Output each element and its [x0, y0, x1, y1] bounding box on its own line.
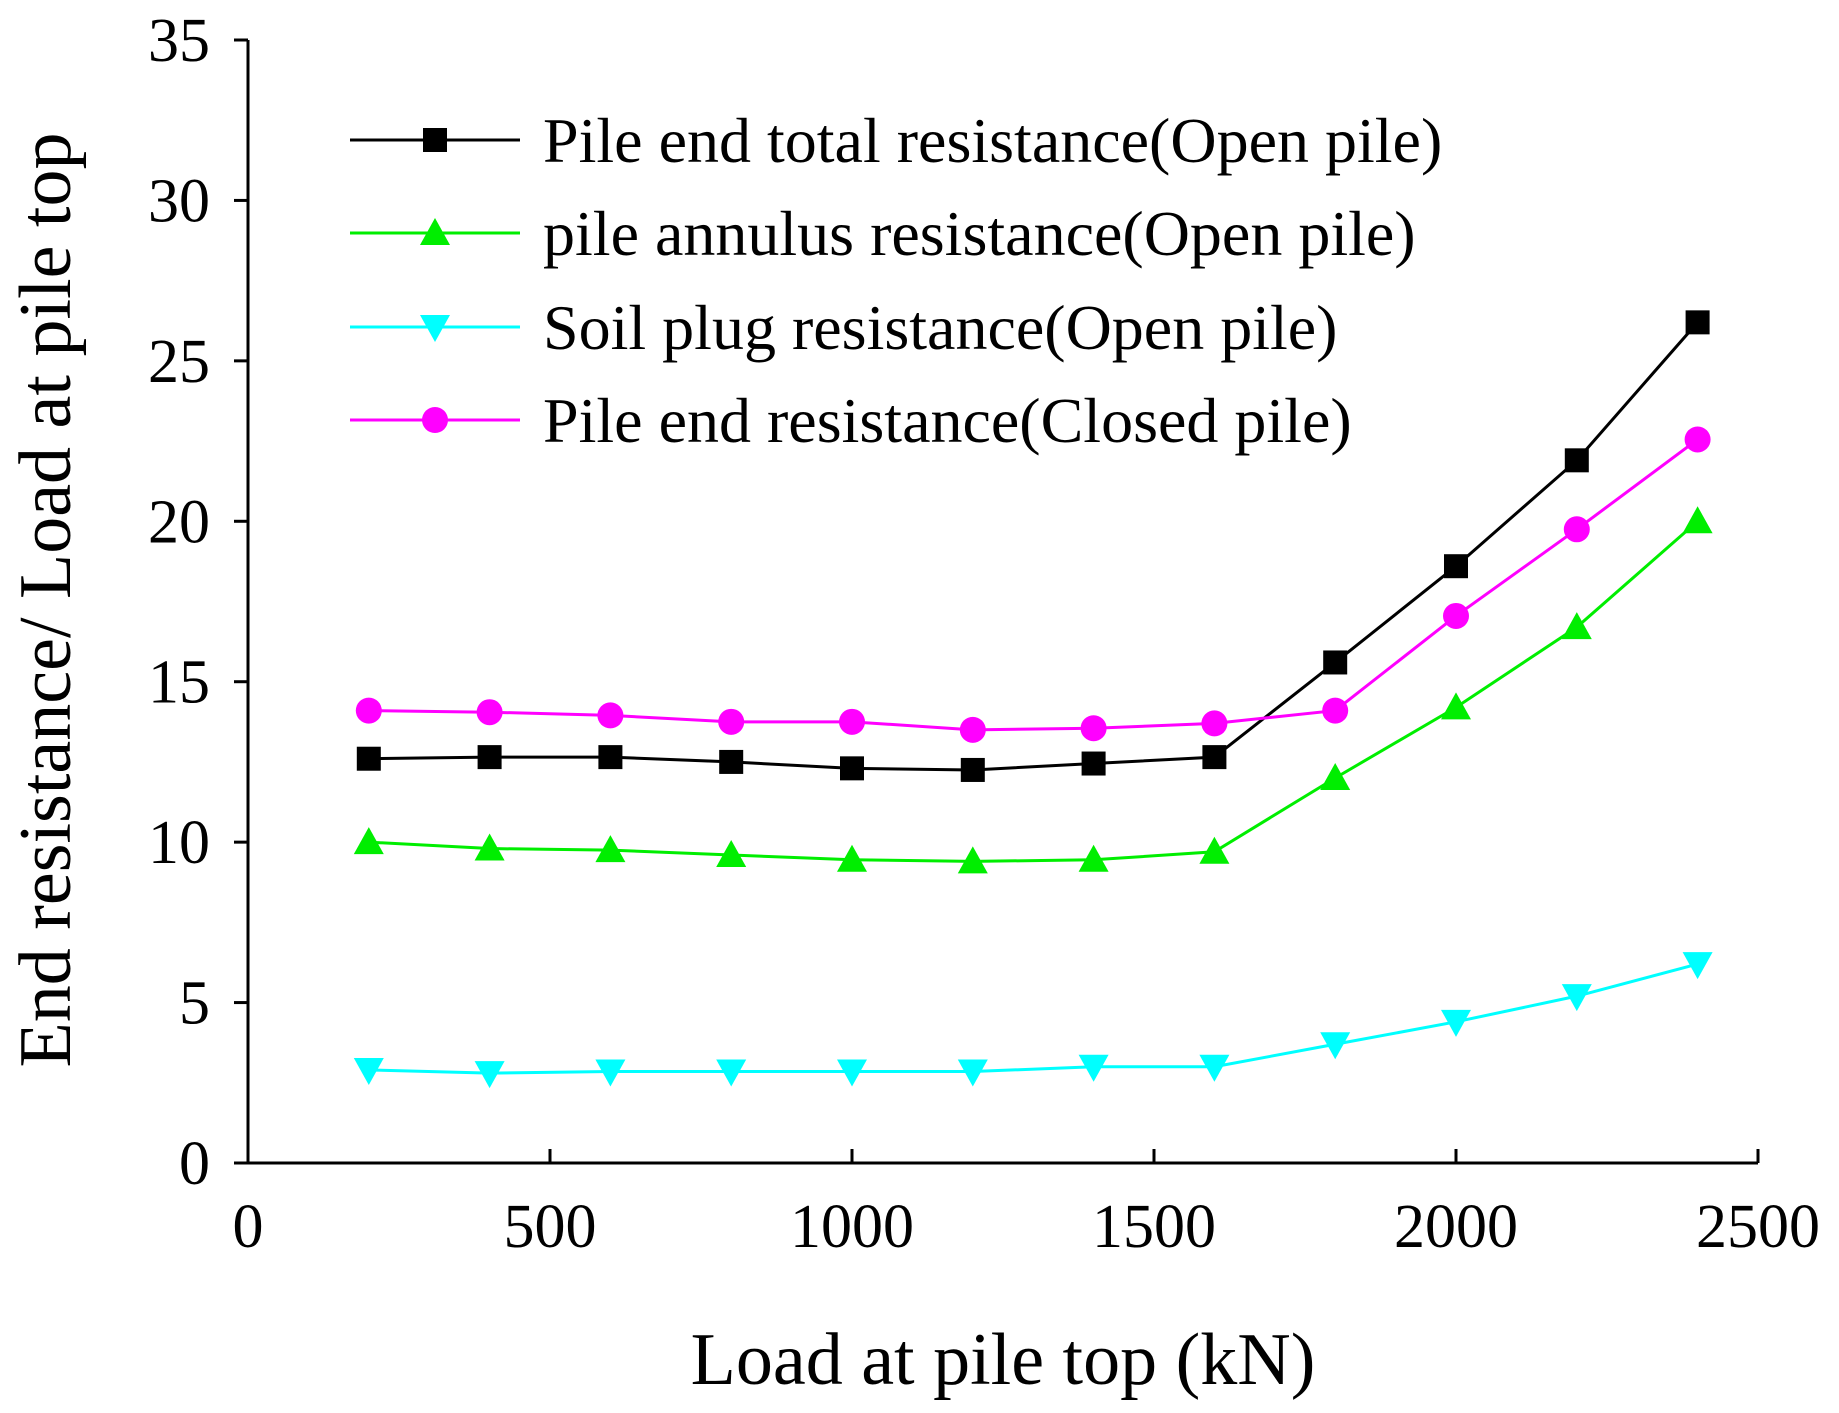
legend-marker [420, 218, 450, 245]
data-point [839, 708, 865, 735]
data-point [957, 846, 988, 874]
legend-label: Pile end total resistance(Open pile) [543, 105, 1442, 176]
data-point [1685, 310, 1710, 335]
legend-marker [420, 315, 450, 342]
series-1 [356, 310, 1710, 782]
data-point [1563, 516, 1590, 543]
data-point [595, 1059, 626, 1087]
legend-label: Pile end resistance(Closed pile) [543, 385, 1352, 456]
x-tick-label: 2500 [1696, 1193, 1820, 1261]
data-point [477, 745, 502, 770]
legend-label: pile annulus resistance(Open pile) [543, 198, 1416, 269]
data-point [959, 716, 986, 743]
series-line [368, 962, 1698, 1075]
legend: Pile end total resistance(Open pile) pile… [350, 105, 1442, 456]
x-tick-label: 1500 [1092, 1193, 1216, 1261]
data-point [1078, 1054, 1109, 1082]
data-point [356, 746, 381, 771]
data-point [1320, 1032, 1351, 1060]
legend-label: Soil plug resistance(Open pile) [543, 292, 1337, 363]
series-line [368, 438, 1699, 732]
data-point [840, 756, 864, 781]
y-tick-label: 20 [148, 488, 210, 556]
data-point [1202, 745, 1227, 770]
y-tick-label: 5 [179, 970, 210, 1038]
data-point [1199, 1054, 1230, 1082]
data-point [1320, 762, 1351, 790]
x-tick-label: 0 [233, 1193, 264, 1261]
data-point [1441, 692, 1471, 720]
y-tick-label: 0 [179, 1130, 210, 1198]
legend-item: Soil plug resistance(Open pile) [350, 292, 1337, 363]
data-point [716, 1059, 747, 1087]
data-point [598, 745, 623, 770]
data-point [837, 1059, 867, 1087]
data-point [1322, 697, 1349, 724]
series-group [353, 310, 1713, 1089]
legend-item: Pile end total resistance(Open pile) [350, 105, 1442, 176]
tick-labels: 0 500 1000 1500 2000 2500 0 5 10 15 20 25 30 35 [148, 7, 1820, 1261]
data-point [1561, 612, 1592, 640]
data-point [837, 844, 867, 872]
data-point [1682, 506, 1713, 534]
legend-marker [422, 407, 448, 433]
y-tick-label: 10 [148, 809, 210, 877]
legend-item: pile annulus resistance(Open pile) [350, 198, 1416, 269]
series-line [368, 321, 1699, 772]
x-axis-label: Load at pile top (kN) [691, 1319, 1316, 1401]
x-tick-label: 2000 [1394, 1193, 1518, 1261]
data-point [353, 1057, 384, 1085]
data-point [716, 839, 747, 867]
data-point [957, 1059, 988, 1087]
legend-marker [423, 128, 447, 152]
data-point [597, 702, 624, 729]
data-point [1441, 1009, 1471, 1037]
y-tick-label: 15 [148, 649, 210, 717]
data-point [474, 1061, 505, 1089]
data-point [476, 699, 503, 726]
data-point [1201, 710, 1228, 737]
axes [246, 40, 1758, 1165]
data-point [1081, 751, 1106, 776]
data-point [1564, 448, 1589, 473]
data-point [1078, 844, 1109, 872]
series-4 [355, 426, 1711, 743]
data-point [595, 835, 626, 863]
y-tick-label: 30 [148, 167, 210, 235]
series-2 [353, 506, 1713, 874]
data-point [353, 827, 384, 855]
data-point [1443, 602, 1469, 629]
ticks [234, 38, 1760, 1165]
data-point [1682, 952, 1713, 980]
data-point [474, 833, 505, 861]
data-point [1080, 715, 1107, 742]
legend-item: Pile end resistance(Closed pile) [350, 385, 1352, 456]
data-point [960, 757, 985, 782]
x-tick-label: 500 [504, 1193, 597, 1261]
data-point [355, 697, 382, 724]
y-axis-label: End resistance/ Load at pile top [5, 133, 87, 1068]
y-tick-label: 35 [148, 7, 210, 75]
data-point [1444, 554, 1468, 579]
data-point [1561, 984, 1592, 1012]
series-3 [353, 952, 1713, 1089]
data-point [1323, 650, 1348, 675]
data-point [1199, 836, 1230, 864]
data-point [1684, 426, 1711, 453]
data-point [719, 749, 744, 774]
x-tick-label: 1000 [790, 1193, 914, 1261]
series-line [368, 520, 1699, 863]
data-point [718, 708, 745, 735]
y-tick-label: 25 [148, 328, 210, 396]
